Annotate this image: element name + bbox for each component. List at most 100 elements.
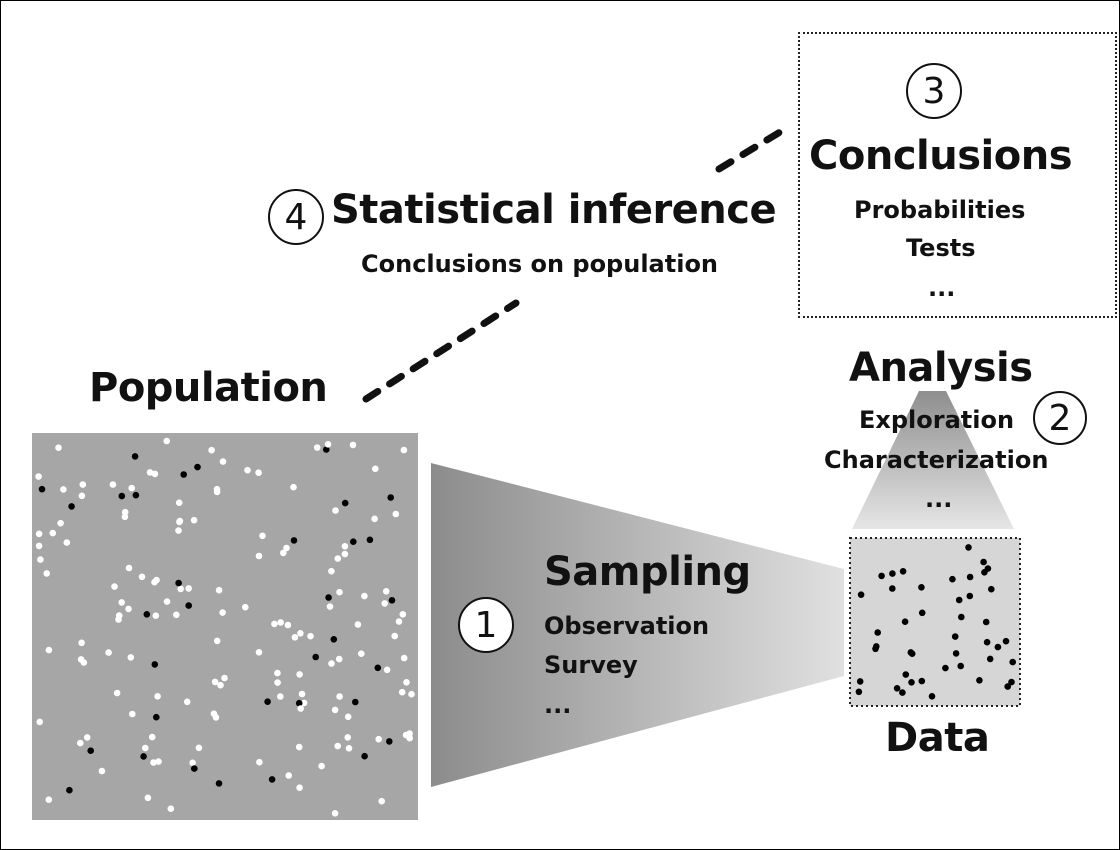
population-dot [290,483,297,491]
population-dot [212,714,220,721]
data-square [849,537,1021,707]
step-2-badge: 2 [1033,391,1087,445]
population-dot [144,794,152,802]
population-dot [45,796,53,803]
population-dot [143,611,151,618]
population-dot [146,469,154,476]
population-dots [35,437,415,817]
population-dot [151,661,159,668]
population-square [32,433,418,820]
data-dot [965,544,972,551]
data-dot [928,693,936,700]
population-dot [366,536,374,544]
population-dot [35,542,43,550]
population-dot [395,618,403,625]
population-dot [341,499,349,507]
population-dot [45,646,53,654]
sampling-item-survey: Survey [544,651,638,679]
population-dot [318,762,325,770]
population-dot [328,567,335,575]
population-dot [325,594,332,601]
population-dot [271,620,278,628]
step-4-badge: 4 [268,189,324,245]
population-dot [378,797,386,805]
population-dot [330,636,338,643]
conclusions-item-more: ... [928,274,956,302]
population-dot [400,446,408,454]
population-dot [154,693,161,700]
population-dot [382,588,390,595]
population-dot [383,666,391,674]
population-dot [151,578,158,586]
data-dot [899,689,906,696]
population-dot [191,765,198,772]
data-dot [966,592,974,600]
population-dot [66,786,73,794]
population-dot [256,758,263,766]
population-dot [352,698,359,706]
data-dot [857,591,865,598]
population-dot [183,698,191,706]
population-dot [35,530,43,538]
data-dot [918,584,925,591]
population-dot [49,529,57,537]
data-dot [918,609,926,617]
population-dot [115,616,122,623]
data-dot [902,671,910,678]
population-dot [332,507,339,514]
population-dot [307,632,314,640]
population-dot [180,471,187,478]
sampling-title: Sampling [544,549,751,595]
population-dot [341,550,349,558]
population-dot [77,739,84,747]
population-dot [268,776,276,783]
data-dot [1008,678,1015,686]
population-dot [242,603,249,611]
population-dot [113,689,121,697]
population-dot [176,518,183,526]
population-dot [129,710,136,718]
population-dot [131,453,139,460]
data-dot [949,575,956,583]
population-dot [361,752,368,760]
data-dot [957,662,964,670]
data-dot [966,573,974,581]
population-dot [296,784,303,791]
step-1-badge: 1 [458,597,514,653]
population-dot [213,637,221,645]
population-dot [38,485,46,493]
population-dot [175,579,182,587]
conclusions-item-tests: Tests [906,234,976,262]
population-dot [219,609,226,616]
data-dot [983,638,991,646]
analysis-item-more: ... [925,485,953,513]
population-dot [336,588,343,596]
population-dot [83,734,91,741]
population-dot [386,738,393,745]
population-dot [274,669,281,677]
data-dot [899,568,907,575]
population-dot [68,503,75,510]
population-dot [277,693,284,700]
conclusions-title: Conclusions [809,133,1073,179]
data-dot [878,572,885,580]
population-dot [295,743,303,751]
population-dot [290,537,298,544]
population-dot [300,699,308,707]
population-dot [264,698,271,705]
population-dot [217,681,224,689]
population-dot [125,605,132,613]
population-dot [163,437,170,445]
population-dot [155,758,162,765]
population-dot [291,634,299,641]
data-dot [986,655,994,663]
inference-title: Statistical inference [331,187,777,233]
population-dot [138,573,146,581]
population-dot [142,744,149,752]
population-label: Population [89,365,328,411]
data-dot [889,570,896,577]
population-dot [361,592,368,600]
data-dot [918,677,926,685]
data-dot [942,664,949,672]
